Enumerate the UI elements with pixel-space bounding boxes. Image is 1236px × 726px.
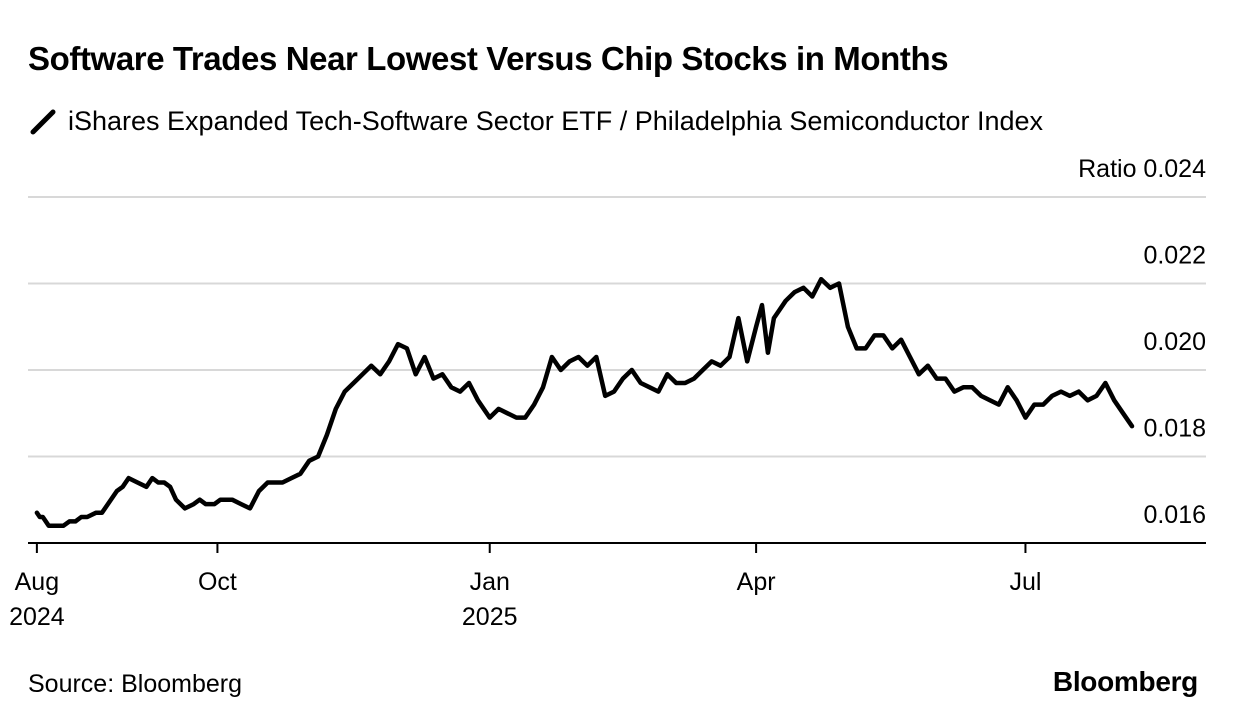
bloomberg-logo: Bloomberg bbox=[1052, 666, 1198, 697]
source-note: Source: Bloomberg bbox=[28, 670, 243, 698]
x-tick-label: Apr bbox=[737, 568, 776, 596]
x-tick-label: Jan bbox=[470, 568, 510, 596]
x-tick-year-label: 2024 bbox=[9, 603, 65, 631]
x-tick-label: Aug bbox=[15, 568, 59, 596]
y-tick-label: 0.020 bbox=[1143, 328, 1206, 356]
legend-line-icon bbox=[30, 109, 56, 134]
chart-title: Software Trades Near Lowest Versus Chip … bbox=[28, 40, 949, 77]
y-tick-label: 0.016 bbox=[1143, 501, 1206, 529]
series-line bbox=[34, 276, 1135, 528]
y-tick-label: 0.018 bbox=[1143, 415, 1206, 443]
legend-label: iShares Expanded Tech-Software Sector ET… bbox=[68, 106, 1044, 136]
x-tick-label: Oct bbox=[198, 568, 237, 596]
x-tick-year-label: 2025 bbox=[462, 603, 518, 631]
x-tick-label: Jul bbox=[1009, 568, 1041, 596]
legend: iShares Expanded Tech-Software Sector ET… bbox=[30, 106, 1043, 137]
y-tick-label: 0.022 bbox=[1143, 242, 1206, 270]
y-tick-label: Ratio 0.024 bbox=[1078, 155, 1206, 183]
